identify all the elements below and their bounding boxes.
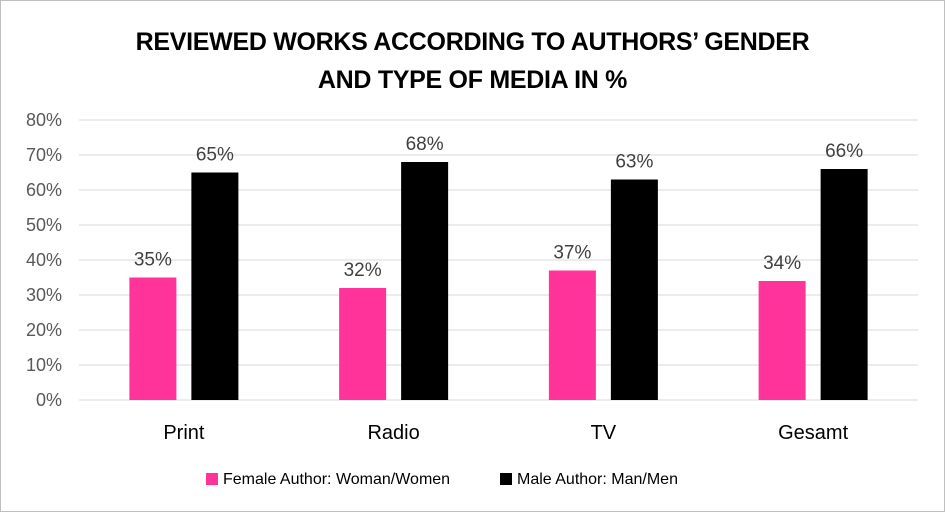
- bar-male-gesamt: [820, 169, 868, 400]
- legend-swatch-male: [500, 473, 512, 485]
- bar-male-tv: [610, 179, 658, 400]
- data-label: 37%: [553, 243, 591, 264]
- y-tick-label: 70%: [26, 145, 62, 165]
- data-label: 35%: [134, 250, 172, 271]
- bar-female-print: [129, 277, 177, 400]
- legend-label-female: Female Author: Woman/Women: [223, 471, 450, 488]
- legend-label-male: Male Author: Man/Men: [517, 471, 678, 488]
- category-label-print: Print: [163, 422, 205, 444]
- bar-female-gesamt: [758, 281, 806, 400]
- chart-title-line-2: AND TYPE OF MEDIA IN %: [317, 66, 628, 94]
- category-label-gesamt: Gesamt: [778, 422, 848, 444]
- y-tick-label: 20%: [26, 320, 62, 340]
- bar-male-print: [191, 172, 239, 400]
- data-label: 34%: [763, 253, 801, 274]
- y-tick-label: 0%: [36, 390, 62, 410]
- y-tick-label: 60%: [26, 180, 62, 200]
- y-tick-label: 10%: [26, 355, 62, 375]
- bar-male-radio: [401, 162, 449, 400]
- data-label: 32%: [344, 260, 382, 281]
- bar-female-tv: [548, 270, 596, 400]
- y-tick-label: 40%: [26, 250, 62, 270]
- data-label: 63%: [615, 152, 653, 173]
- category-label-radio: Radio: [367, 422, 419, 444]
- y-tick-label: 30%: [26, 285, 62, 305]
- data-label: 65%: [196, 145, 234, 166]
- chart-title-line-1: REVIEWED WORKS ACCORDING TO AUTHORS’ GEN…: [135, 28, 810, 56]
- y-tick-label: 50%: [26, 215, 62, 235]
- data-label: 66%: [825, 141, 863, 162]
- chart-title: REVIEWED WORKS ACCORDING TO AUTHORS’ GEN…: [1, 23, 944, 99]
- data-label: 68%: [406, 134, 444, 155]
- y-tick-label: 80%: [26, 110, 62, 130]
- legend-swatch-female: [206, 473, 218, 485]
- bar-female-radio: [339, 288, 387, 400]
- category-label-tv: TV: [591, 422, 617, 444]
